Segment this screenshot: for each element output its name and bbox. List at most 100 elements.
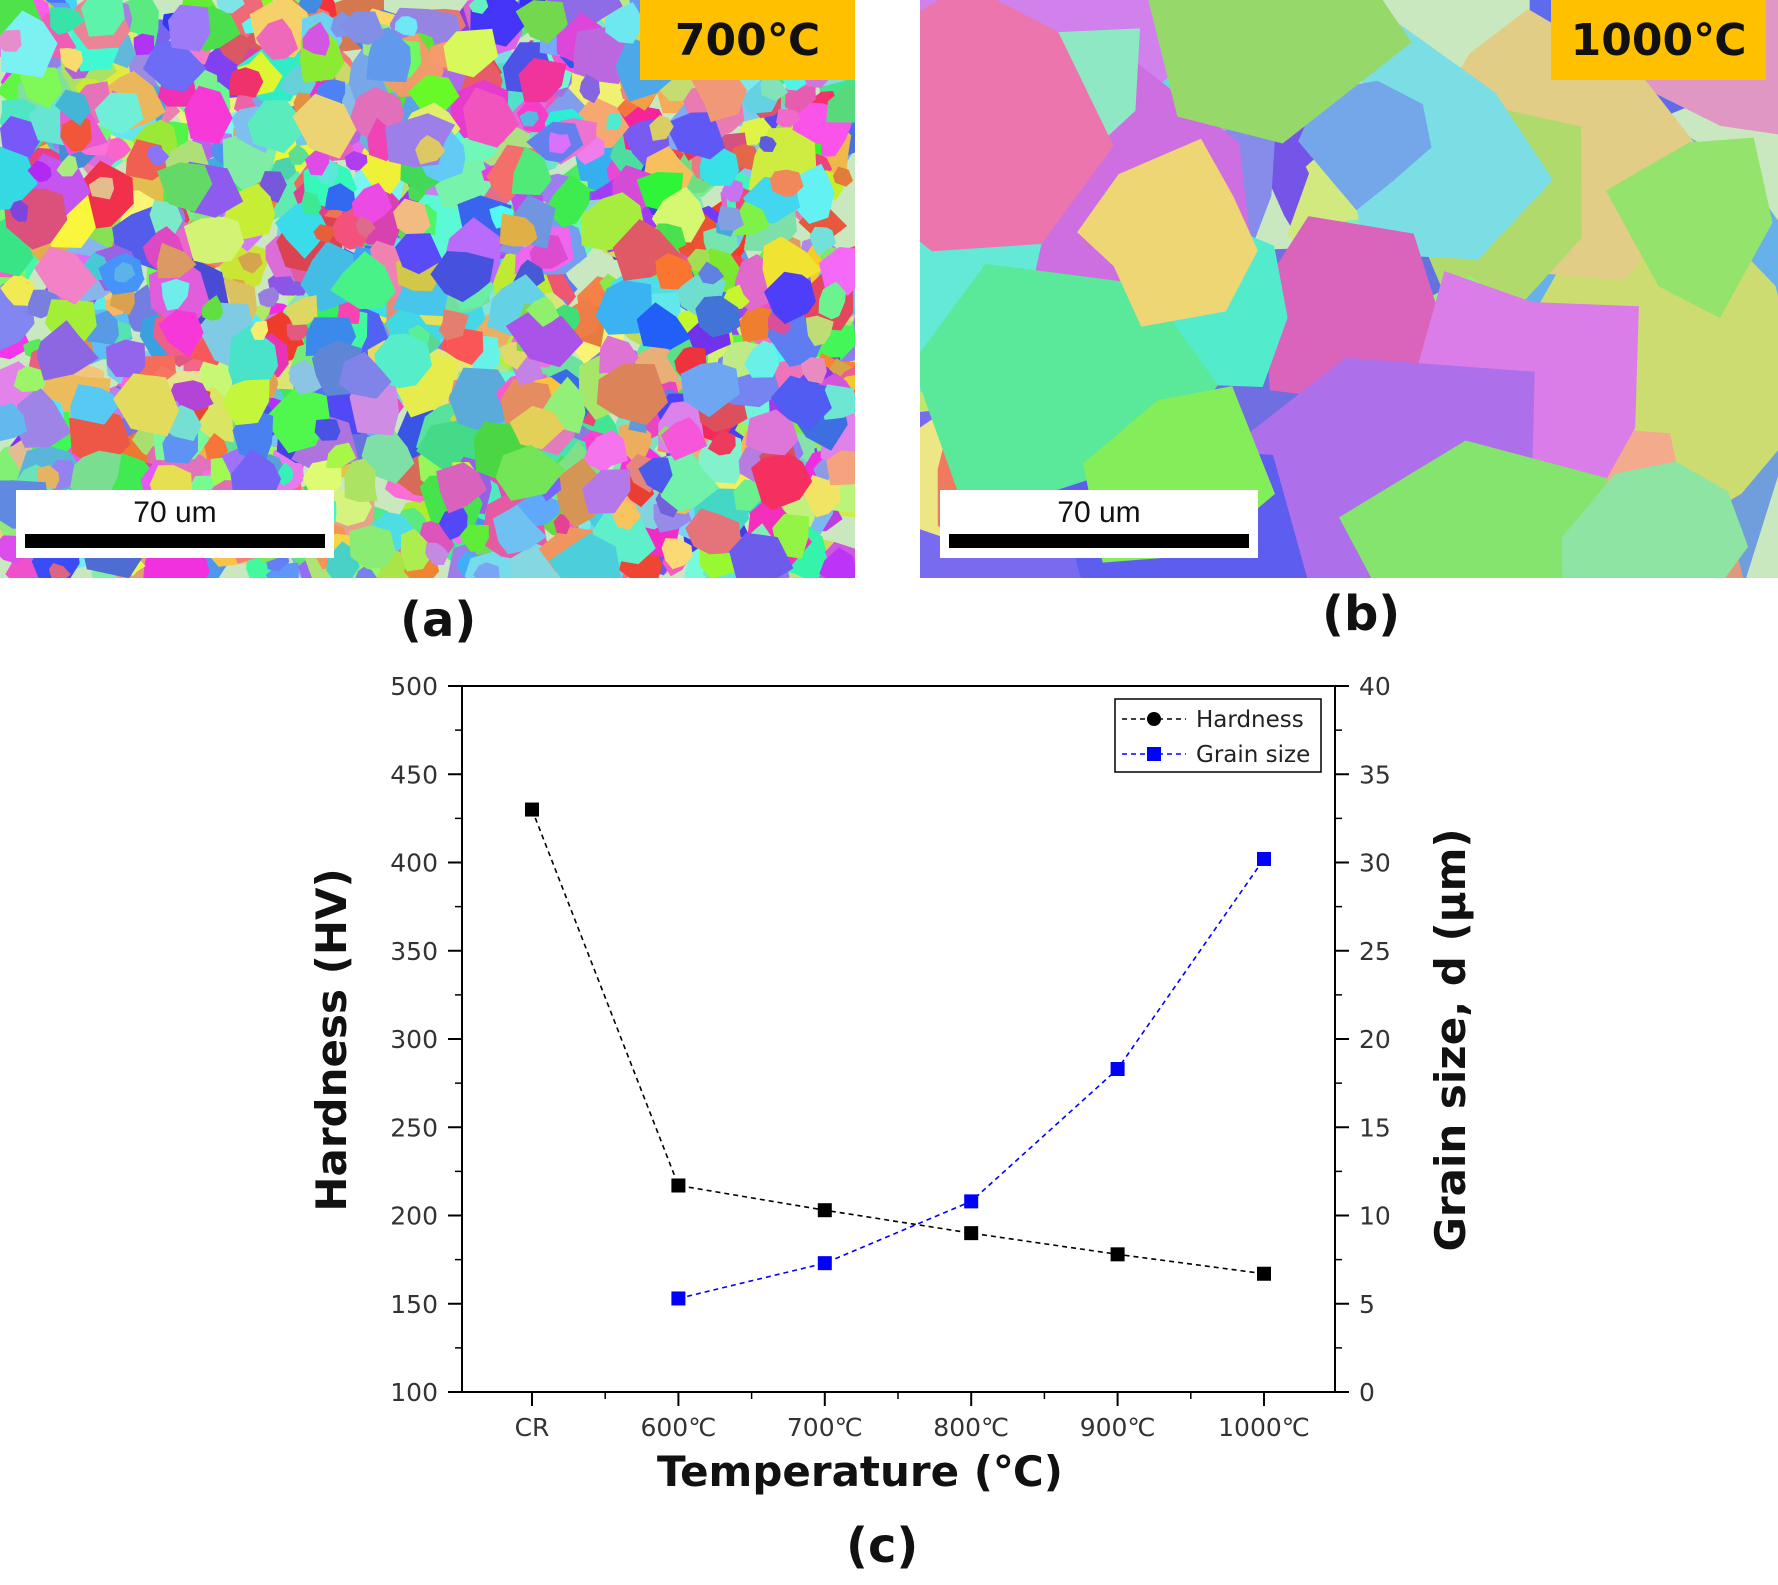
grain [19, 66, 63, 109]
grain [302, 21, 330, 56]
grain [717, 205, 744, 231]
grain [81, 0, 125, 37]
grain [649, 115, 674, 141]
left-tick-label: 450 [390, 760, 438, 789]
grain [792, 163, 835, 224]
grain [802, 474, 841, 518]
grain [515, 0, 568, 44]
grain [250, 320, 269, 340]
grain [156, 242, 197, 279]
grain [1298, 80, 1432, 211]
grain [744, 340, 780, 378]
grain [366, 27, 411, 83]
left-tick-label: 350 [390, 937, 438, 966]
grain [826, 85, 855, 123]
panel-label-c: (c) [846, 1518, 919, 1574]
grain [548, 532, 621, 578]
grain [338, 351, 392, 399]
grain [769, 169, 804, 197]
grain [1339, 440, 1607, 578]
grain [113, 373, 179, 437]
grain [654, 451, 720, 513]
y-axis-title: Hardness (HV) [307, 868, 356, 1211]
grain [13, 365, 46, 392]
scale-bar-label-a: 70 um [133, 496, 217, 529]
grain [729, 532, 794, 578]
grain [801, 357, 827, 384]
right-tick-label: 35 [1359, 760, 1391, 789]
point-grain-size [1257, 851, 1271, 866]
left-tick-label: 200 [390, 1202, 438, 1231]
grain [255, 18, 299, 60]
grain [443, 28, 499, 78]
grain [818, 281, 846, 320]
grain [54, 89, 91, 126]
grain [247, 100, 309, 154]
left-axis-ticks: 100 150 200 250 300 350 400 450 500 [390, 672, 462, 1407]
grain [462, 87, 520, 148]
point-hardness [964, 1226, 979, 1241]
panel-label-b: (b) [1322, 586, 1401, 642]
grain [472, 562, 500, 578]
grain [374, 333, 432, 389]
grain [809, 226, 837, 256]
grain [819, 547, 855, 578]
grain [553, 513, 570, 535]
grain [408, 75, 460, 113]
grain [735, 201, 770, 236]
grain [50, 7, 85, 35]
right-tick-label: 5 [1359, 1290, 1375, 1319]
grain [301, 191, 322, 216]
series-line-hardness [531, 809, 1265, 1275]
grain [438, 507, 468, 541]
grain [655, 253, 694, 290]
legend-marker [1147, 712, 1161, 726]
grain [9, 200, 29, 222]
grain [103, 137, 132, 162]
grain [660, 417, 708, 461]
y2-axis-title: Grain size, d (μm) [1426, 828, 1475, 1251]
grain [1077, 138, 1258, 327]
grain [664, 112, 726, 160]
grain [745, 409, 799, 456]
grain [661, 538, 693, 570]
right-axis-ticks: 0 5 10 15 20 25 30 35 40 [1335, 672, 1391, 1407]
grain [832, 166, 853, 187]
scale-bar-line-b [949, 534, 1249, 548]
grain [759, 136, 777, 152]
grain [425, 542, 449, 566]
left-tick-label: 500 [390, 672, 438, 701]
grain [509, 405, 565, 450]
grain [339, 11, 385, 45]
grain [142, 37, 207, 92]
grain [157, 162, 213, 212]
grain [920, 0, 1114, 252]
ebsd-map-1000: 1000℃ 70 um [920, 0, 1778, 578]
grain [0, 146, 38, 210]
scale-bar-a: 70 um [16, 490, 334, 558]
grain [1262, 216, 1450, 404]
grain [1337, 24, 1553, 260]
grain [400, 528, 436, 572]
right-tick-label: 15 [1359, 1113, 1391, 1142]
grain [605, 2, 641, 44]
grain [70, 384, 119, 425]
grain [468, 0, 489, 14]
grain [183, 216, 245, 264]
grain [149, 200, 183, 242]
scale-bar-b: 70 um [940, 490, 1258, 558]
grain [0, 10, 58, 78]
grain [286, 321, 310, 341]
grain [495, 444, 566, 501]
grain [776, 109, 801, 127]
right-tick-label: 40 [1359, 672, 1391, 701]
right-tick-label: 30 [1359, 849, 1391, 878]
grain [415, 134, 446, 165]
legend-label: Hardness [1196, 707, 1304, 733]
point-grain-size [671, 1291, 686, 1306]
grain [1148, 0, 1412, 144]
x-tick-label: 900℃ [1080, 1413, 1156, 1442]
plot-frame [461, 685, 1336, 1393]
grain [60, 115, 92, 152]
grain [680, 362, 740, 418]
